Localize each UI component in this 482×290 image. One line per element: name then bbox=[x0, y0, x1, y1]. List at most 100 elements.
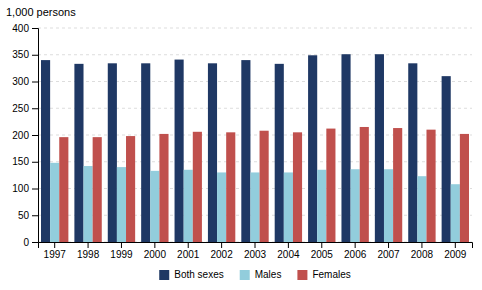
bar bbox=[50, 163, 59, 242]
tick-mark bbox=[32, 135, 38, 136]
bar bbox=[375, 54, 384, 242]
tick-mark bbox=[455, 242, 456, 248]
bar bbox=[193, 132, 202, 242]
tick: 350 bbox=[12, 49, 38, 60]
tick: 2008 bbox=[411, 242, 434, 260]
grid-line bbox=[38, 54, 472, 55]
grid-line bbox=[38, 81, 472, 82]
tick: 2006 bbox=[344, 242, 367, 260]
plot: 0501001502002503003504001997199819992000… bbox=[12, 23, 472, 260]
tick-mark bbox=[421, 242, 422, 248]
tick-mark bbox=[54, 242, 55, 248]
tick: 200 bbox=[12, 130, 38, 141]
axis-line bbox=[32, 29, 39, 243]
bar bbox=[308, 55, 317, 242]
bar bbox=[141, 63, 150, 242]
tick-label: 300 bbox=[12, 76, 29, 87]
tick: 0 bbox=[23, 237, 38, 248]
tick-mark bbox=[355, 242, 356, 248]
bar bbox=[93, 137, 102, 242]
legend-label: Females bbox=[312, 269, 350, 280]
legend-label: Both sexes bbox=[174, 269, 223, 280]
tick: 2009 bbox=[444, 242, 467, 260]
tick-mark bbox=[388, 242, 389, 248]
tick: 250 bbox=[12, 103, 38, 114]
bar bbox=[184, 170, 193, 242]
legend-item: Both sexes bbox=[159, 269, 223, 280]
tick-label: 1997 bbox=[44, 249, 67, 260]
bar bbox=[460, 134, 469, 242]
tick: 1997 bbox=[44, 242, 67, 260]
tick-label: 1999 bbox=[110, 249, 133, 260]
tick: 2001 bbox=[177, 242, 200, 260]
tick-label: 2003 bbox=[244, 249, 267, 260]
tick: 100 bbox=[12, 183, 38, 194]
tick: 2007 bbox=[377, 242, 400, 260]
tick-label: 100 bbox=[12, 183, 29, 194]
tick: 400 bbox=[12, 23, 38, 34]
tick-label: 200 bbox=[12, 130, 29, 141]
tick-label: 2006 bbox=[344, 249, 367, 260]
tick-label: 150 bbox=[12, 156, 29, 167]
tick-label: 2007 bbox=[377, 249, 400, 260]
bar bbox=[284, 172, 293, 242]
grid-line bbox=[38, 135, 472, 136]
legend: Both sexes Males Females bbox=[159, 269, 351, 280]
bar bbox=[384, 169, 393, 242]
tick-label: 350 bbox=[12, 49, 29, 60]
legend-swatch bbox=[297, 270, 307, 280]
grid bbox=[38, 28, 472, 242]
tick-mark bbox=[255, 242, 256, 248]
tick-mark bbox=[32, 108, 38, 109]
tick-mark bbox=[32, 242, 38, 243]
tick-label: 0 bbox=[23, 237, 29, 248]
tick-mark bbox=[32, 55, 38, 56]
tick-mark bbox=[32, 215, 38, 216]
y-axis: 050100150200250300350400 bbox=[12, 23, 38, 248]
bar bbox=[150, 171, 159, 242]
bar bbox=[275, 64, 284, 242]
tick: 1999 bbox=[110, 242, 133, 260]
bar bbox=[126, 136, 135, 242]
axis-line bbox=[39, 243, 473, 249]
bars bbox=[41, 54, 469, 242]
tick-mark bbox=[221, 242, 222, 248]
bar bbox=[74, 64, 83, 242]
chart: 0501001502002503003504001997199819992000… bbox=[0, 0, 482, 290]
legend-swatch bbox=[159, 270, 169, 280]
bar bbox=[351, 169, 360, 242]
bar bbox=[408, 63, 417, 242]
tick-mark bbox=[188, 242, 189, 248]
tick-label: 1998 bbox=[77, 249, 100, 260]
legend-item: Females bbox=[297, 269, 350, 280]
bar bbox=[208, 63, 217, 242]
tick-label: 2001 bbox=[177, 249, 200, 260]
tick: 150 bbox=[12, 156, 38, 167]
grid-line bbox=[38, 28, 472, 29]
series bbox=[59, 127, 469, 242]
bar bbox=[59, 137, 68, 242]
bar bbox=[241, 60, 250, 242]
bar bbox=[451, 184, 460, 242]
tick: 2000 bbox=[144, 242, 167, 260]
bar bbox=[108, 63, 117, 242]
bar bbox=[417, 176, 426, 242]
tick: 2005 bbox=[311, 242, 334, 260]
bar bbox=[393, 128, 402, 242]
legend-item: Males bbox=[240, 269, 282, 280]
bar bbox=[360, 127, 369, 242]
tick-mark bbox=[32, 82, 38, 83]
grid-line bbox=[38, 108, 472, 109]
bar bbox=[442, 76, 451, 242]
legend-swatch bbox=[240, 270, 250, 280]
tick-label: 2002 bbox=[210, 249, 233, 260]
tick-label: 2000 bbox=[144, 249, 167, 260]
tick: 2002 bbox=[210, 242, 233, 260]
bar bbox=[175, 60, 184, 242]
x-axis: 1997199819992000200120022003200420052006… bbox=[39, 242, 473, 260]
bar bbox=[117, 167, 126, 242]
bar bbox=[84, 166, 93, 242]
bar bbox=[217, 172, 226, 242]
tick-label: 250 bbox=[12, 103, 29, 114]
bar bbox=[260, 131, 269, 242]
